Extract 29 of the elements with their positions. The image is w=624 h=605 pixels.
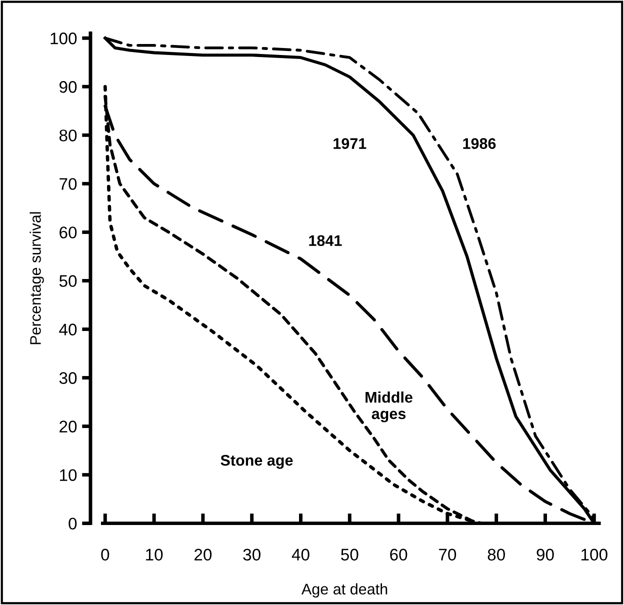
- y-tick-label: 20: [60, 420, 77, 432]
- y-tick-label: 40: [59, 324, 77, 336]
- series-label: 1841: [309, 235, 342, 246]
- y-tick-label: 30: [59, 372, 77, 384]
- x-tick-label: 80: [488, 548, 505, 561]
- x-tick-label: 90: [536, 548, 554, 561]
- text: 1971: [334, 138, 366, 149]
- y-tick-label: 10: [60, 469, 77, 482]
- x-tick-label: 30: [243, 548, 260, 561]
- y-tick-label: 0: [68, 518, 77, 530]
- text: Stone age: [220, 454, 293, 469]
- y-tick-label: 80: [59, 130, 77, 142]
- x-axis-title: Age at death: [301, 583, 388, 598]
- y-tick-label: 50: [59, 275, 77, 287]
- y-tick-label: 60: [60, 226, 77, 238]
- y-axis-title: Percentage survival: [30, 212, 44, 344]
- y-tick-label: 70: [60, 178, 77, 190]
- y-tick-label: 100: [50, 32, 77, 44]
- series-label: Middle ages: [366, 391, 412, 422]
- x-tick-label: 70: [439, 548, 456, 561]
- x-tick-label: 20: [194, 548, 212, 561]
- x-tick-label: 50: [341, 548, 358, 561]
- x-tick-label: 100: [582, 548, 608, 561]
- series-label: 1986: [463, 138, 496, 149]
- x-tick-label: 60: [390, 548, 408, 561]
- x-tick-label: 40: [292, 548, 310, 561]
- x-tick-label: 10: [146, 548, 163, 561]
- x-tick-label: 0: [101, 548, 110, 561]
- y-tick-label: 90: [60, 81, 77, 93]
